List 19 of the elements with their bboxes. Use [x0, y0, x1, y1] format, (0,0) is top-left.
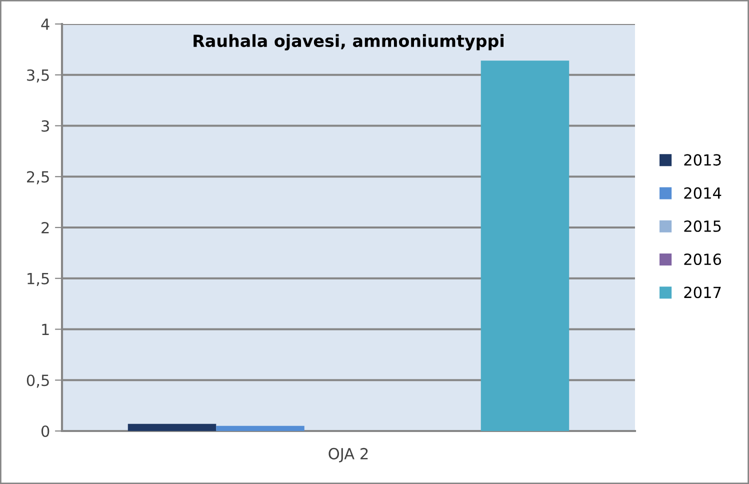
bar [480, 60, 570, 431]
y-tick-label: 4 [41, 18, 50, 30]
x-tick-label: OJA 2 [328, 448, 368, 462]
legend-label: 2013 [684, 154, 721, 166]
y-tick-label: 3 [42, 120, 49, 132]
y-tick-label: 1 [42, 324, 49, 336]
bar [128, 424, 216, 431]
legend-label: 2016 [684, 253, 722, 266]
y-tick-label: 1,5 [28, 273, 49, 286]
legend-label: 2014 [684, 187, 722, 199]
y-tick-label: 0,5 [26, 374, 49, 388]
bar [216, 426, 304, 431]
legend-label: 2015 [684, 220, 721, 232]
legend-label: 2017 [684, 286, 721, 298]
y-tick-label: 2 [42, 222, 49, 234]
text: Rauhala ojavesi, ammoniumtyppi [194, 34, 504, 50]
y-tick-label: 3,5 [27, 69, 49, 82]
y-tick-label: 0 [41, 425, 50, 438]
y-tick-label: 2,5 [27, 171, 49, 184]
